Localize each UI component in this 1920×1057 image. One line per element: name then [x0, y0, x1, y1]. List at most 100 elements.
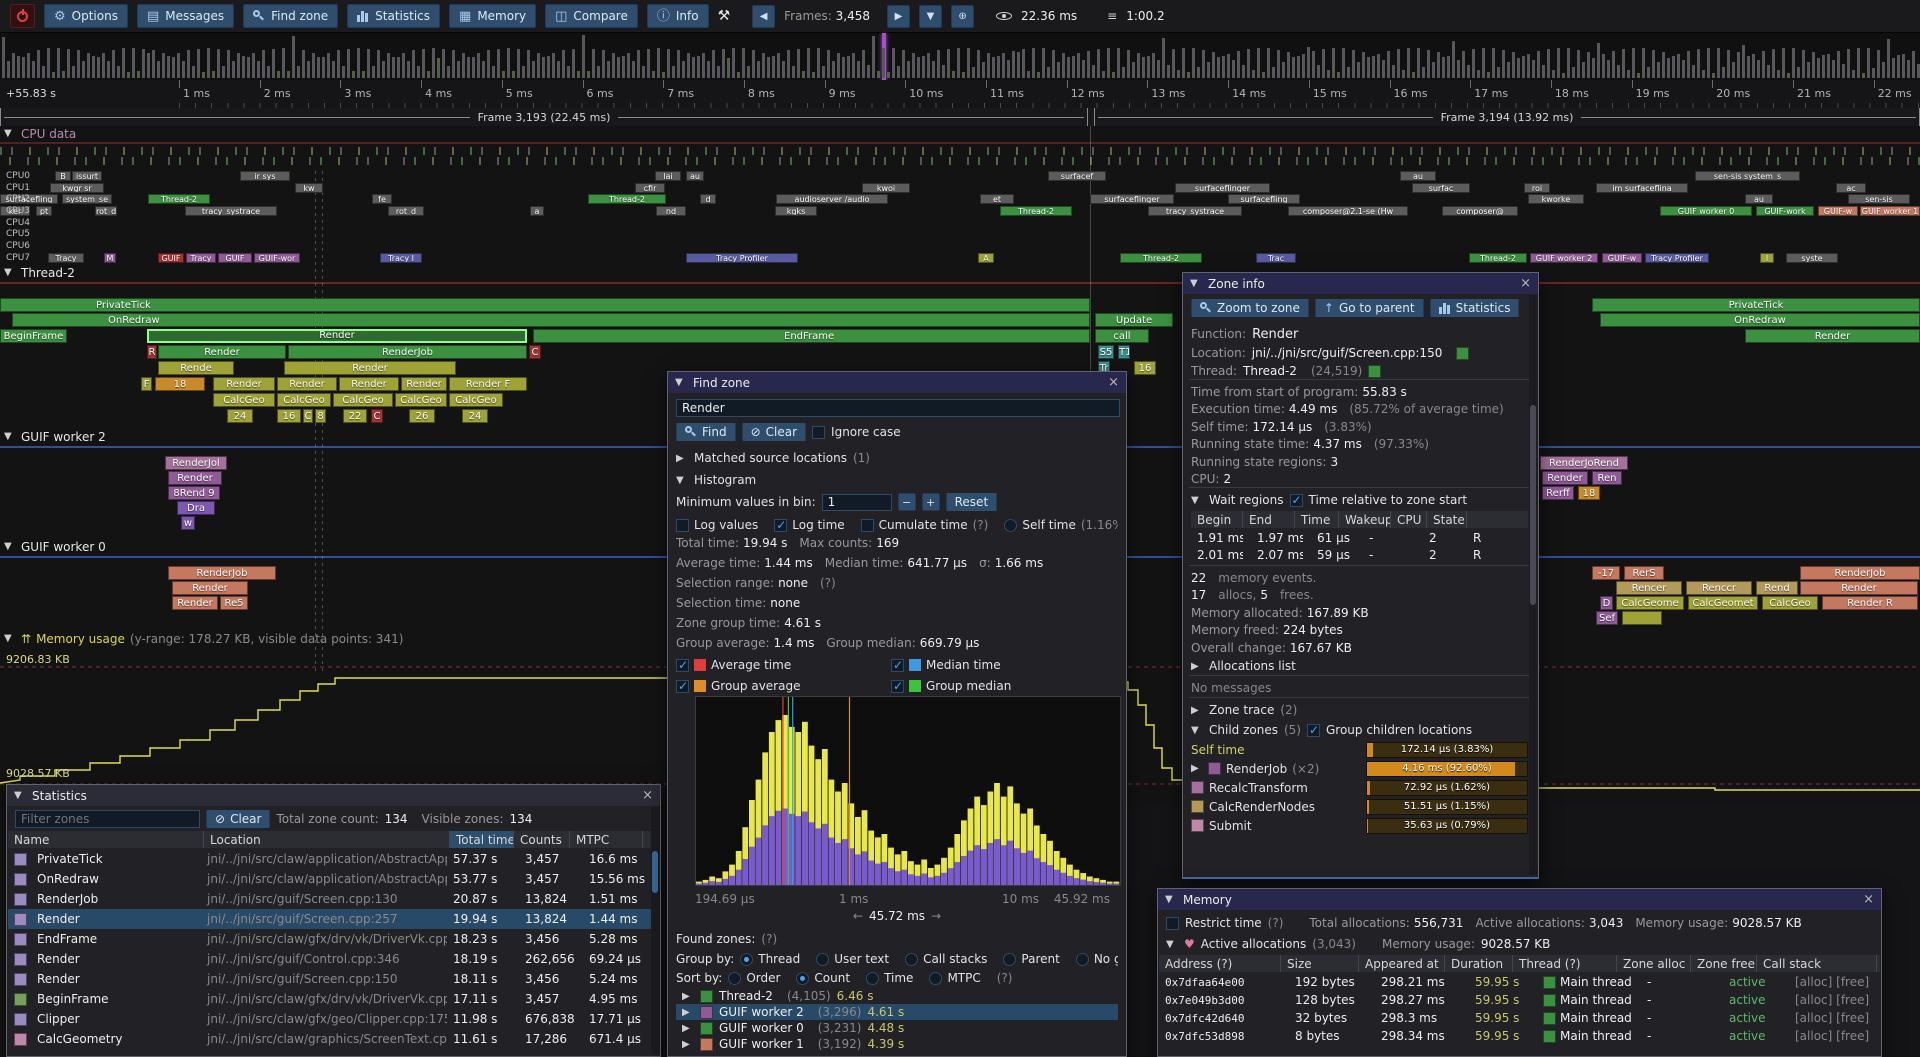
timeline-zone[interactable]: GUIF worker 0	[1660, 206, 1752, 216]
scrollbar[interactable]	[1529, 295, 1537, 875]
timeline-zone[interactable]: surfacefling	[0, 194, 58, 204]
checkbox[interactable]	[676, 658, 689, 672]
timeline-zone[interactable]: Render	[277, 377, 337, 391]
timeline-zone[interactable]: Sef	[1596, 611, 1618, 625]
free-callstack-link[interactable]: [free]	[1836, 1029, 1870, 1043]
timeline-zone[interactable]: BeginFrame	[0, 329, 67, 343]
timeline-zone[interactable]: Trac	[1256, 253, 1296, 263]
timeline-zone[interactable]: au	[1400, 171, 1436, 181]
timeline-zone[interactable]: T1	[1118, 345, 1130, 359]
timeline-zone[interactable]: roi	[1524, 183, 1550, 193]
zone-info-titlebar[interactable]: ▼ Zone info ×	[1183, 273, 1538, 294]
timeline-zone[interactable]: Render	[158, 345, 286, 359]
allocation-row[interactable]: 0x7dfc42d640 32 bytes 298.3 ms 59.95 s Main …	[1159, 1009, 1880, 1027]
timeline-zone[interactable]: Tracy Profiler	[1645, 253, 1709, 263]
expand-icon[interactable]: ▶	[682, 1022, 690, 1034]
memory-usage-header[interactable]: ▼ ⇈ Memory usage (y-range: 178.27 KB, vi…	[4, 631, 404, 646]
column-header[interactable]: Total time	[450, 831, 514, 848]
timeline-zone[interactable]: R	[147, 345, 157, 359]
timeline-zone[interactable]: tracy_systrace	[185, 206, 277, 216]
radio-thread[interactable]: Thread	[740, 952, 800, 966]
column-header[interactable]: Address (?)	[1159, 955, 1281, 972]
timeline-zone[interactable]: Rencer	[1616, 581, 1682, 595]
timeline-zone[interactable]: surfacefling	[1228, 194, 1300, 204]
goto-frame-button[interactable]: ⊕	[951, 4, 975, 28]
collapse-icon[interactable]: ▼	[675, 377, 683, 388]
wait-regions-header[interactable]: ▼Wait regions Time relative to zone star…	[1191, 491, 1530, 509]
timeline-zone[interactable]: Rend	[1756, 581, 1798, 595]
timeline-zone[interactable]: sen-sis system_s	[1695, 171, 1800, 181]
timeline-zone[interactable]: RerS	[1624, 566, 1664, 580]
timeline-zone[interactable]: B	[55, 171, 71, 181]
histogram-plot[interactable]	[695, 696, 1121, 886]
timeline-zone[interactable]: Render R	[1822, 596, 1918, 610]
expand-icon[interactable]: ▶	[682, 1006, 690, 1018]
column-header[interactable]: Begin	[1191, 511, 1243, 528]
column-header[interactable]: Zone free	[1691, 955, 1757, 972]
source-color-swatch[interactable]	[1456, 346, 1470, 360]
timeline-zone[interactable]: kw	[295, 183, 323, 193]
option-cumulate-time[interactable]: Cumulate time (?)	[860, 518, 988, 532]
timeline-zone[interactable]: audioserver /audio	[776, 194, 888, 204]
timeline-zone[interactable]: 24	[227, 409, 253, 423]
timeline-zone[interactable]: syste	[1786, 253, 1838, 263]
timeline-zone[interactable]: system_se	[62, 194, 112, 204]
found-zone-thread[interactable]: ▶ GUIF worker 1 (3,192) 4.39 s	[676, 1036, 1118, 1052]
close-icon[interactable]: ×	[1520, 276, 1531, 291]
timeline-zone[interactable]: Render	[339, 377, 399, 391]
radio-time[interactable]: Time	[866, 971, 913, 985]
column-header[interactable]: Thread (?)	[1513, 955, 1617, 972]
zoom-out-button[interactable]: ▼	[919, 4, 943, 28]
collapse-icon[interactable]: ▼	[14, 790, 22, 801]
table-row[interactable]: CalcGeometry jni/../jni/src/claw/graphics…	[8, 1029, 659, 1049]
increase-button[interactable]: +	[921, 493, 940, 511]
radio[interactable]	[1004, 518, 1018, 532]
table-row[interactable]: RenderJob jni/../jni/src/guif/Screen.cpp:…	[8, 889, 659, 909]
timeline-zone[interactable]: au	[1745, 194, 1773, 204]
timeline-zone[interactable]: Thread-2	[588, 194, 666, 204]
filter-input[interactable]	[15, 810, 200, 828]
wrench-icon[interactable]: ⚒	[717, 8, 731, 24]
timeline-zone[interactable]: RenderJob	[1800, 566, 1920, 580]
timeline-zone[interactable]: RenderJob	[168, 566, 276, 580]
timeline-zone[interactable]: sen-sis	[1848, 194, 1910, 204]
guif-worker0-header[interactable]: ▼ GUIF worker 0	[4, 539, 106, 554]
timeline-zone[interactable]: Render	[172, 596, 218, 610]
active-allocations-header[interactable]: ▼ ♥ Active allocations (3,043) Memory us…	[1166, 937, 1551, 951]
radio[interactable]	[1003, 952, 1017, 966]
column-header[interactable]: Wakeup	[1339, 511, 1391, 528]
table-row[interactable]: OnRedraw jni/../jni/src/claw/application/…	[8, 869, 659, 889]
timeline-zone[interactable]: composer@2.1-se (Hw	[1288, 206, 1408, 216]
timeline-zone[interactable]: 22	[343, 409, 367, 423]
timeline-zone[interactable]: Render	[213, 377, 275, 391]
timeline-zone[interactable]: C	[529, 345, 541, 359]
table-row[interactable]: BeginFrame jni/../jni/src/claw/gfx/drv/vk…	[8, 989, 659, 1009]
radio-count[interactable]: Count	[796, 971, 850, 985]
timeline-zone[interactable]: CalcGeo	[1762, 596, 1818, 610]
decrease-button[interactable]: −	[897, 493, 916, 511]
timeline-zone[interactable]: CalcGeo	[213, 393, 275, 407]
timeline-zone[interactable]: EndFrame	[533, 329, 1090, 343]
alloc-callstack-link[interactable]: [alloc]	[1795, 993, 1837, 1007]
timeline-zone[interactable]: Render	[147, 329, 527, 343]
group-children-checkbox[interactable]	[1306, 723, 1320, 737]
checkbox[interactable]	[860, 518, 874, 532]
timeline-zone[interactable]: Render	[1745, 329, 1920, 343]
timeline-zone[interactable]: 16	[277, 409, 301, 423]
matched-locations-expander[interactable]: ▶ Matched source locations (1)	[676, 451, 870, 465]
find-button[interactable]: Find	[676, 423, 736, 441]
timeline-zone[interactable]: 16	[1134, 361, 1156, 375]
column-header[interactable]: Counts	[514, 831, 570, 848]
legend-group-median[interactable]: Group median	[891, 679, 1081, 693]
scrollbar-thumb[interactable]	[652, 851, 658, 893]
timeline-zone[interactable]: surfaceflinger	[1090, 194, 1174, 204]
timeline-zone[interactable]: Update	[1095, 313, 1173, 327]
checkbox[interactable]	[891, 658, 904, 672]
found-zone-thread[interactable]: ▶ GUIF worker 0 (3,231) 4.48 s	[676, 1020, 1118, 1036]
search-input[interactable]	[676, 399, 1120, 417]
radio-mtpc[interactable]: MTPC	[929, 971, 981, 985]
timeline-zone[interactable]: kwoi	[862, 183, 910, 193]
table-row[interactable]: EndFrame jni/../jni/src/claw/gfx/drv/vk/D…	[8, 929, 659, 949]
find-zone-titlebar[interactable]: ▼ Find zone ×	[668, 372, 1126, 393]
column-header[interactable]: Time	[1295, 511, 1339, 528]
